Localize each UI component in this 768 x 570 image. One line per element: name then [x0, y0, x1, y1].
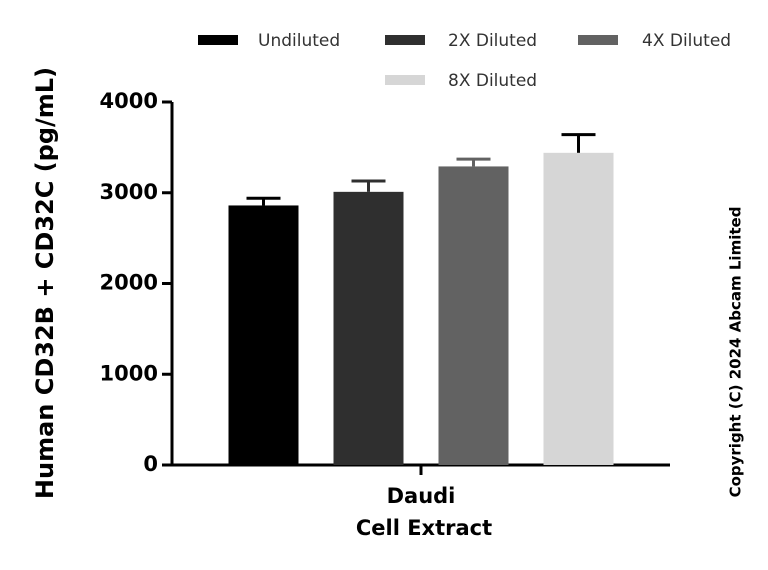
x-tick-label: Daudi [387, 484, 456, 508]
legend-swatch [578, 35, 618, 45]
y-tick-label: 1000 [100, 361, 158, 385]
error-bar [351, 179, 386, 192]
y-axis-label: Human CD32B + CD32C (pg/mL) [31, 67, 59, 499]
bar [228, 205, 299, 465]
bar [438, 166, 509, 465]
copyright: Copyright (C) 2024 Abcam Limited [727, 207, 745, 498]
legend-swatch [385, 35, 425, 45]
legend-label: 2X Diluted [448, 31, 537, 51]
legend-swatch [385, 75, 425, 85]
legend-label: Undiluted [258, 31, 340, 51]
y-tick-label: 2000 [100, 271, 158, 295]
y-tick-label: 4000 [100, 89, 158, 113]
legend-label: 4X Diluted [642, 31, 731, 51]
y-tick-label: 3000 [100, 180, 158, 204]
legend-label: 8X Diluted [448, 71, 537, 91]
error-bar [246, 196, 281, 206]
x-axis-label: Cell Extract [356, 516, 492, 540]
bar [333, 191, 404, 465]
y-tick-label: 0 [143, 452, 158, 476]
error-bar [456, 157, 491, 167]
error-bar [561, 133, 596, 153]
bar [543, 152, 614, 465]
legend-swatch [198, 35, 238, 45]
